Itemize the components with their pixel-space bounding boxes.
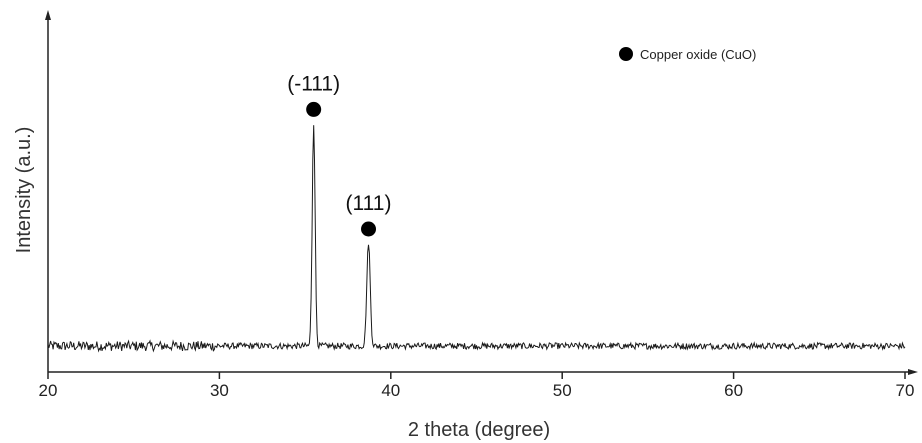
x-axis-title: 2 theta (degree) — [408, 419, 550, 441]
x-tick-label: 30 — [210, 381, 229, 400]
x-tick-label: 70 — [896, 381, 915, 400]
x-axis-arrow — [908, 369, 918, 375]
x-tick-label: 50 — [553, 381, 572, 400]
x-ticks: 20 30 40 50 60 70 — [39, 372, 915, 400]
peak-label: (-111) — [287, 72, 340, 95]
peak-label: (111) — [346, 192, 392, 215]
peak-marker — [306, 101, 322, 117]
axes — [45, 10, 918, 375]
legend: Copper oxide (CuO) — [619, 47, 756, 62]
x-tick-label: 20 — [39, 381, 58, 400]
peak-marker — [361, 221, 377, 237]
xrd-trace — [47, 125, 906, 353]
legend-marker-cuo — [619, 47, 633, 61]
x-tick-label: 60 — [724, 381, 743, 400]
legend-label-cuo: Copper oxide (CuO) — [640, 47, 756, 62]
y-axis-title: Intensity (a.u.) — [13, 127, 35, 254]
x-tick-label: 40 — [381, 381, 400, 400]
y-axis-arrow — [45, 10, 51, 20]
peak-annotations: (-111) (111) — [287, 72, 392, 237]
